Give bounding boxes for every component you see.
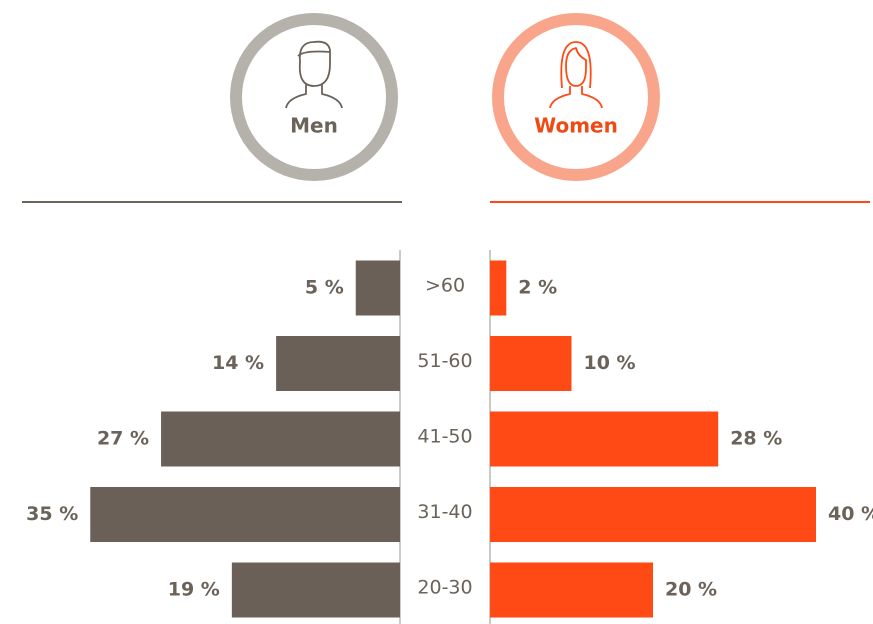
- value-label: 5 %: [305, 277, 344, 299]
- men-ring: [230, 13, 398, 181]
- bar: [490, 260, 507, 316]
- value-label: 28 %: [730, 428, 782, 450]
- men-icon: [285, 40, 343, 109]
- bar: [161, 411, 400, 467]
- women-ring: [492, 13, 660, 181]
- value-label: 20 %: [665, 579, 717, 601]
- category-label: 20-30: [417, 577, 472, 599]
- value-label: 2 %: [518, 277, 557, 299]
- category-label: 41-50: [417, 426, 472, 448]
- value-label: 14 %: [212, 352, 264, 374]
- bar: [490, 487, 816, 542]
- bar: [355, 260, 400, 316]
- value-label: 35 %: [26, 503, 78, 525]
- bar: [231, 562, 400, 618]
- category-label: >60: [425, 275, 465, 297]
- value-label: 19 %: [168, 579, 220, 601]
- bar: [490, 336, 572, 391]
- bar: [490, 411, 719, 467]
- bar: [90, 487, 400, 542]
- legend-men: Men: [290, 114, 338, 138]
- women-icon: [549, 41, 603, 109]
- value-label: 27 %: [97, 428, 149, 450]
- category-label: 31-40: [417, 501, 472, 523]
- bar: [490, 562, 653, 618]
- legend-women: Women: [534, 114, 618, 138]
- bar: [276, 336, 400, 391]
- category-label: 51-60: [417, 350, 472, 372]
- value-label: 10 %: [584, 352, 636, 374]
- value-label: 40 %: [828, 503, 873, 525]
